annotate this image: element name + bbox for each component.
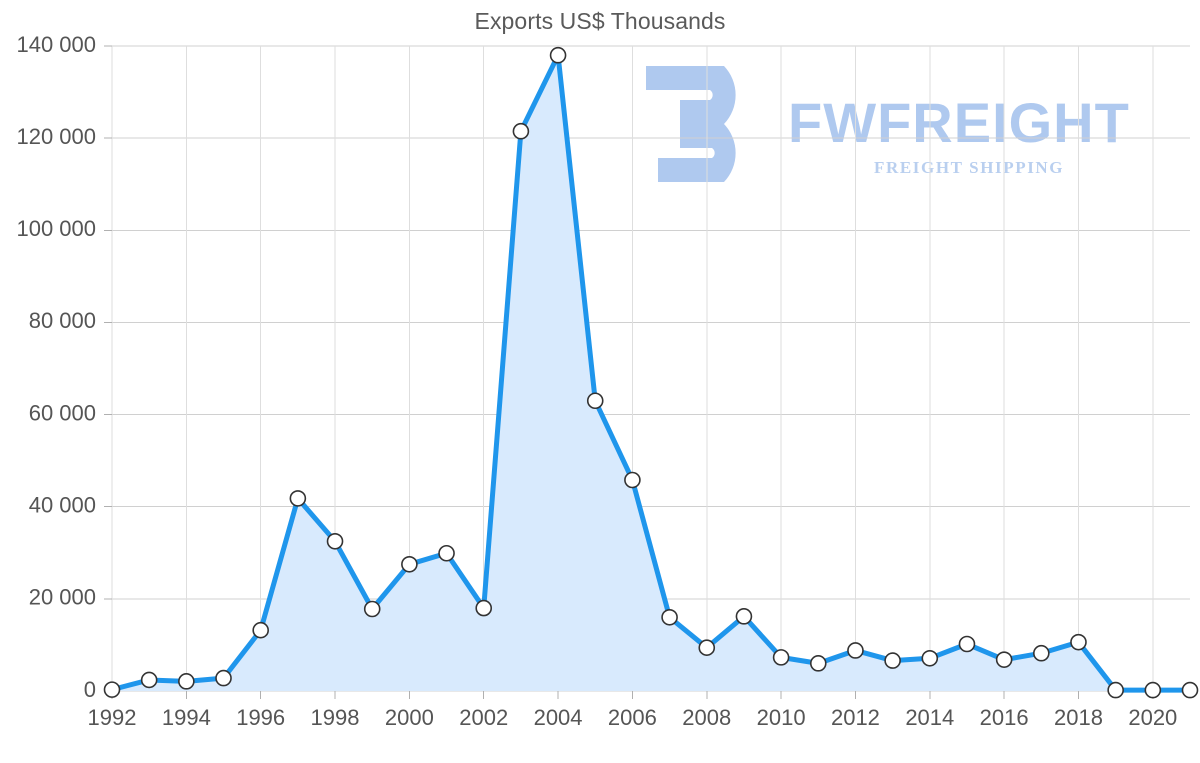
data-point-marker[interactable] (921, 649, 939, 667)
data-point-marker[interactable] (438, 544, 455, 562)
x-axis-tick-label: 2002 (459, 705, 508, 730)
data-point-marker[interactable] (401, 555, 418, 573)
y-axis-tick-label: 60 000 (29, 400, 96, 425)
data-point-marker[interactable] (624, 471, 641, 489)
data-point-marker[interactable] (512, 122, 530, 140)
x-axis-tick-label: 2012 (831, 705, 880, 730)
data-point-marker[interactable] (178, 673, 195, 690)
x-axis-labels: 1992 1994 1996 1998 2000 2002 2004 2006 2008 2010… (88, 705, 1178, 730)
data-point-marker[interactable] (215, 669, 232, 687)
x-axis-tick-label: 2004 (534, 705, 583, 730)
y-axis-tick-label: 80 000 (29, 308, 96, 333)
data-point-marker[interactable] (363, 600, 381, 618)
y-axis-tickmarks (104, 45, 112, 692)
data-point-marker[interactable] (326, 532, 344, 550)
chart-title: Exports US$ Thousands (474, 8, 726, 34)
y-axis-tick-label: 0 (84, 677, 96, 702)
x-axis-tickmarks (111, 691, 1154, 699)
x-axis-tick-label: 2000 (385, 705, 434, 730)
x-axis-tick-label: 2010 (757, 705, 806, 730)
data-point-marker[interactable] (698, 639, 716, 656)
y-axis-tick-label: 140 000 (16, 32, 96, 57)
x-axis-tick-label: 2020 (1128, 705, 1177, 730)
y-axis-tick-label: 20 000 (29, 585, 96, 610)
x-axis-tick-label: 2014 (905, 705, 954, 730)
x-axis-tick-label: 1998 (311, 705, 360, 730)
y-axis-tick-label: 100 000 (16, 216, 96, 241)
data-point-marker[interactable] (735, 608, 753, 625)
x-axis-tick-label: 2006 (608, 705, 657, 730)
data-point-marker[interactable] (809, 655, 827, 672)
data-point-marker[interactable] (958, 635, 976, 653)
x-axis-tick-label: 1994 (162, 705, 211, 730)
data-point-marker[interactable] (847, 642, 864, 659)
y-axis-labels: 0 20 000 40 000 60 000 80 000 100 000 120 000 1… (16, 32, 96, 702)
series-area-fill (112, 55, 1190, 691)
y-axis-tick-label: 120 000 (16, 124, 96, 149)
data-point-marker[interactable] (772, 649, 790, 666)
data-point-marker[interactable] (661, 608, 678, 626)
series-markers[interactable] (103, 46, 1199, 699)
x-axis-tick-label: 1992 (88, 705, 137, 730)
y-axis-tick-label: 40 000 (29, 493, 96, 518)
data-point-marker[interactable] (1107, 681, 1124, 699)
data-point-marker[interactable] (140, 671, 158, 689)
data-point-marker[interactable] (252, 621, 269, 639)
data-point-marker[interactable] (884, 652, 901, 669)
data-point-marker[interactable] (549, 46, 567, 64)
x-axis-tick-label: 2016 (980, 705, 1029, 730)
data-point-marker[interactable] (1070, 633, 1087, 651)
data-point-marker[interactable] (1181, 681, 1199, 699)
data-point-marker[interactable] (1033, 644, 1050, 662)
x-axis-tick-label: 2008 (682, 705, 731, 730)
x-axis-tick-label: 2018 (1054, 705, 1103, 730)
data-point-marker[interactable] (1144, 681, 1162, 699)
x-axis-tick-label: 1996 (236, 705, 285, 730)
data-point-marker[interactable] (995, 651, 1013, 668)
data-point-marker[interactable] (289, 490, 307, 507)
data-point-marker[interactable] (586, 392, 604, 410)
data-point-marker[interactable] (475, 599, 493, 617)
data-point-marker[interactable] (103, 681, 121, 698)
